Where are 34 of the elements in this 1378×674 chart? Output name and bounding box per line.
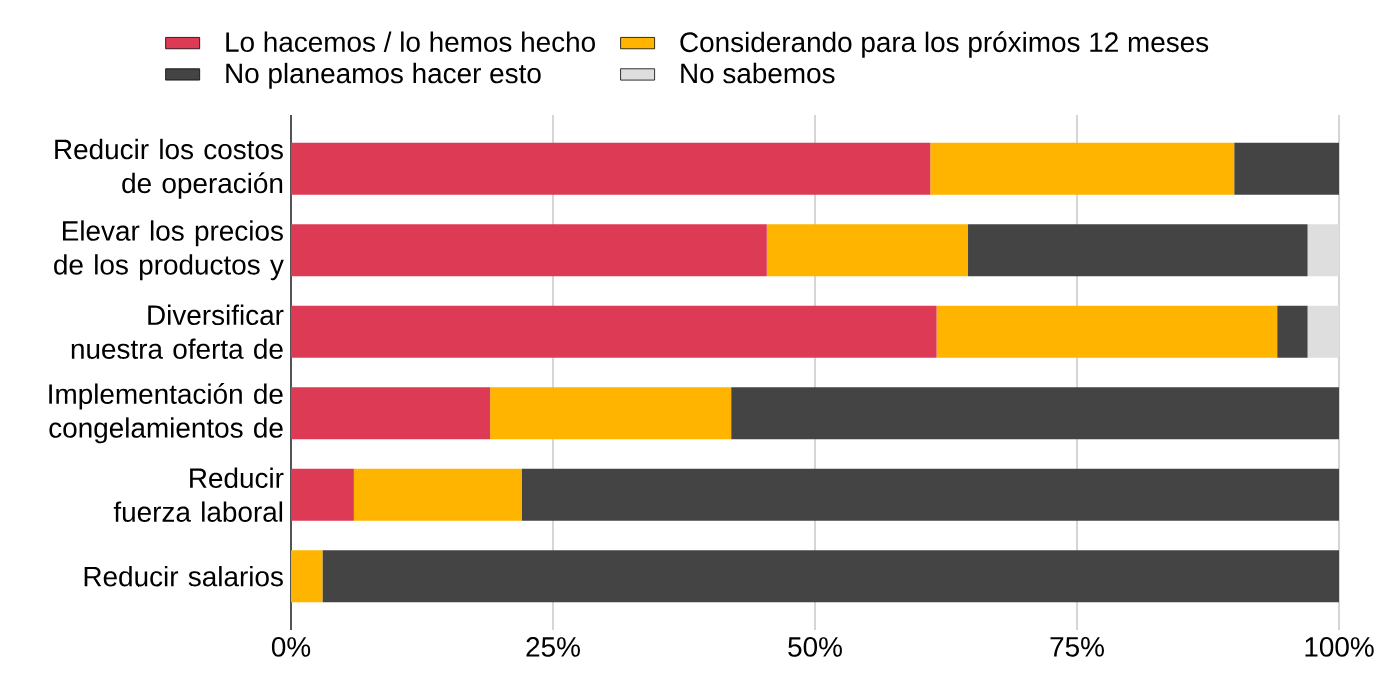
legend-label: No sabemos: [681, 62, 835, 84]
x-tick-label: 75%: [1050, 637, 1104, 657]
x-tick-label: 0%: [271, 637, 311, 657]
y-tick-label: Reducir salarios: [84, 565, 283, 587]
x-tick-label: 25%: [526, 637, 580, 657]
bar: [291, 468, 354, 521]
y-tick-label: Reducir los costos de operación: [55, 138, 283, 199]
bar: [291, 142, 931, 195]
bar: [936, 305, 1278, 358]
legend-label: Considerando para los próximos 12 meses: [680, 31, 1209, 58]
y-tick-label: Elevar los precios de los productos y: [54, 220, 284, 281]
bar: [1307, 224, 1340, 277]
bar: [731, 387, 1340, 440]
bar: [291, 387, 491, 440]
bar: [1277, 305, 1308, 358]
bar: [353, 468, 522, 521]
bar: [930, 142, 1235, 195]
legend-label: No planeamos hacer esto: [226, 62, 541, 89]
bar: [521, 468, 1340, 521]
x-tick-label: 100%: [1305, 637, 1374, 657]
y-tick-label: Reducir fuerza laboral: [113, 467, 284, 522]
x-tick-label: 50%: [788, 637, 842, 657]
legend-label: Lo hacemos / lo hemos hecho: [226, 31, 595, 52]
bar: [490, 387, 732, 440]
bar: [1234, 142, 1340, 195]
bar: [968, 224, 1308, 277]
bar: [322, 550, 1340, 603]
bar: [291, 224, 767, 277]
bar: [766, 224, 969, 277]
y-tick-label: Diversificar nuestra oferta de: [71, 304, 284, 359]
bar: [291, 305, 937, 358]
bar: [1307, 305, 1340, 358]
y-tick-label: Implementación de congelamientos de: [49, 383, 283, 444]
bar: [291, 550, 323, 603]
